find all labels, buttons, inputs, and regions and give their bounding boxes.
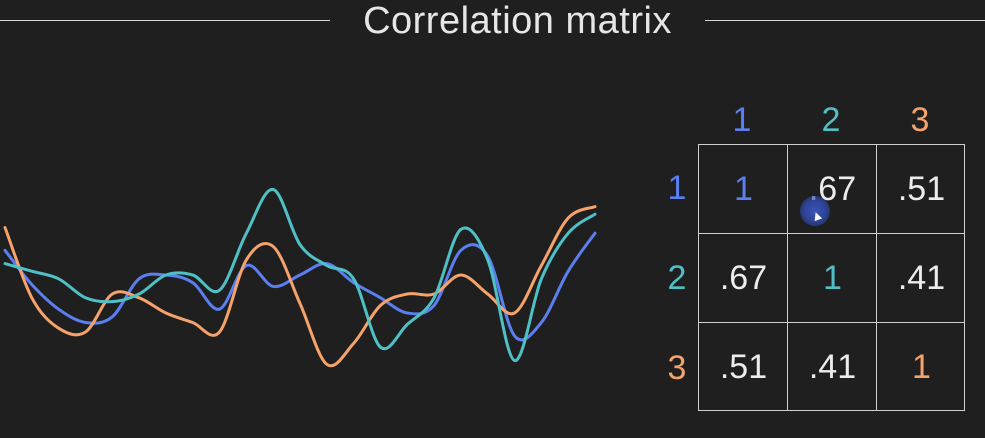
- series-line-1: [3, 231, 597, 342]
- cursor-highlight: [800, 196, 830, 226]
- matrix-cell: 1: [823, 259, 842, 297]
- grid-divider: [699, 322, 964, 323]
- title-rule-left: [0, 20, 330, 21]
- matrix-row-header-2: 2: [667, 259, 687, 297]
- matrix-cell: .41: [808, 348, 857, 386]
- matrix-row-header-3: 3: [667, 349, 687, 387]
- title-rule-right: [705, 20, 985, 21]
- matrix-cell: .51: [897, 170, 946, 208]
- series-line-2: [3, 188, 597, 363]
- grid-divider: [787, 145, 788, 410]
- matrix-col-header-2: 2: [821, 101, 841, 139]
- correlation-matrix-grid: 1 .67 .51 .67 1 .41 .51 .41 1: [698, 144, 965, 411]
- page-title: Correlation matrix: [363, 0, 672, 42]
- grid-divider: [699, 233, 964, 234]
- title-row: Correlation matrix: [0, 0, 985, 44]
- matrix-cell: .67: [719, 259, 768, 297]
- matrix-cell: .51: [719, 348, 768, 386]
- matrix-col-header-1: 1: [732, 101, 752, 139]
- matrix-row-header-1: 1: [667, 169, 687, 207]
- signal-lines-plot: [3, 188, 597, 368]
- grid-divider: [876, 145, 877, 410]
- matrix-col-header-3: 3: [910, 101, 930, 139]
- matrix-cell: .41: [897, 259, 946, 297]
- matrix-cell: 1: [912, 348, 931, 386]
- matrix-cell: 1: [734, 170, 753, 208]
- series-line-3: [3, 205, 597, 368]
- matrix-cell: .67: [808, 170, 857, 208]
